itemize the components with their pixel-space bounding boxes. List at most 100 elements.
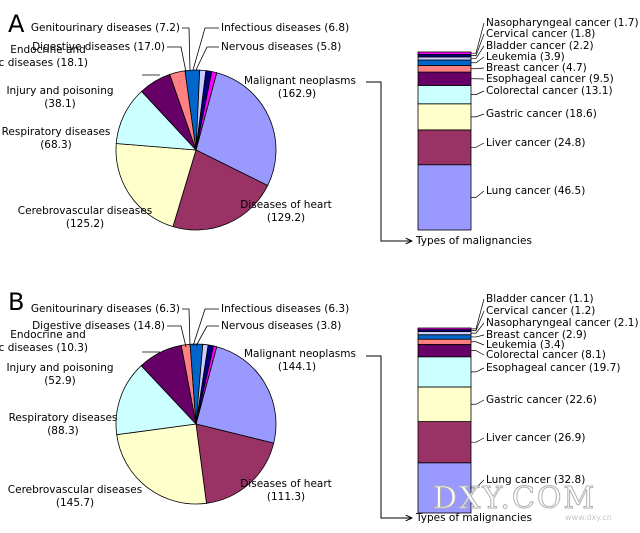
stack-label-cervical-cancer: Cervical cancer (1.2) bbox=[486, 305, 595, 317]
stack-segment-gastric-cancer bbox=[417, 386, 472, 422]
stack-segment-liver-cancer bbox=[417, 129, 472, 166]
pie-label-diseases-of-heart-value: (111.3) bbox=[267, 491, 305, 503]
stack-tick-cervical-cancer bbox=[471, 33, 485, 57]
pie-label-respiratory-diseases-value: (68.3) bbox=[40, 139, 72, 151]
pie-label-injury-and-poisoning: Injury and poisoning bbox=[6, 362, 113, 374]
stack-segment-breast-cancer bbox=[417, 334, 472, 340]
leader-line-genitourinary-diseases bbox=[182, 27, 191, 71]
stack-title: Types of malignancies bbox=[415, 512, 532, 524]
pie-label-endocrine-and-metabolic-diseases-line2: metabolic diseases (10.3) bbox=[0, 342, 88, 354]
stack-label-breast-cancer: Breast cancer (2.9) bbox=[486, 329, 587, 341]
pie-label-nervous-diseases: Nervous diseases (5.8) bbox=[221, 41, 341, 53]
pie-label-genitourinary-diseases: Genitourinary diseases (7.2) bbox=[31, 22, 180, 34]
stack-tick-bladder-cancer bbox=[471, 298, 485, 330]
watermark-text: DXY.COM bbox=[433, 481, 596, 516]
stack-label-esophageal-cancer: Esophageal cancer (19.7) bbox=[486, 362, 620, 374]
stack-tick-bladder-cancer bbox=[471, 45, 485, 59]
pie-label-diseases-of-heart: Diseases of heart bbox=[240, 478, 332, 490]
pie-label-injury-and-poisoning: Injury and poisoning bbox=[6, 85, 113, 97]
pie-slice-diseases-of-heart bbox=[172, 149, 269, 231]
pie-label-respiratory-diseases: Respiratory diseases bbox=[9, 412, 118, 424]
stack-tick-cervical-cancer bbox=[471, 310, 485, 331]
stack-tick-nasopharyngeal-cancer bbox=[471, 322, 485, 334]
pie-label-diseases-of-heart-value: (129.2) bbox=[267, 212, 305, 224]
stack-segment-bladder-cancer bbox=[417, 327, 472, 331]
pie-label-digestive-diseases: Digestive diseases (17.0) bbox=[32, 41, 165, 53]
leader-line-digestive-diseases bbox=[167, 325, 187, 348]
leader-line-nervous-diseases bbox=[195, 46, 219, 71]
panel-label: B bbox=[8, 288, 24, 316]
pie-label-cerebrovascular-diseases-value: (145.7) bbox=[56, 497, 94, 509]
stack-label-nasopharyngeal-cancer: Nasopharyngeal cancer (1.7) bbox=[486, 17, 639, 29]
stack-segment-nasopharyngeal-cancer bbox=[417, 51, 472, 55]
stack-tick-colorectal-cancer bbox=[471, 90, 485, 95]
stack-tick-leukemia bbox=[471, 341, 485, 346]
pie-slice-nervous-diseases bbox=[195, 345, 218, 425]
pie-label-injury-and-poisoning-value: (52.9) bbox=[44, 375, 76, 387]
stack-label-nasopharyngeal-cancer: Nasopharyngeal cancer (2.1) bbox=[486, 317, 639, 329]
stack-segment-bladder-cancer bbox=[417, 56, 472, 61]
watermark: DXY.COM www.dxy.cn bbox=[433, 481, 612, 523]
stack-label-lung-cancer: Lung cancer (32.8) bbox=[486, 474, 585, 486]
stack-segment-lung-cancer bbox=[417, 462, 472, 514]
stack-tick-nasopharyngeal-cancer bbox=[471, 22, 485, 54]
malignancy-arrow bbox=[366, 81, 412, 241]
stack-segment-leukemia bbox=[417, 338, 472, 345]
pie-label-malignant-neoplasms: Malignant neoplasms bbox=[244, 348, 356, 360]
panel-a: A Malignant neoplasms(162.9) Diseases of h… bbox=[0, 10, 639, 247]
stack-tick-lung-cancer bbox=[471, 190, 485, 198]
stack-segment-nasopharyngeal-cancer bbox=[417, 331, 472, 336]
stack-segment-esophageal-cancer bbox=[417, 356, 472, 388]
stack-label-cervical-cancer: Cervical cancer (1.8) bbox=[486, 28, 595, 40]
pie-label-endocrine-and-metabolic-diseases-line1: Endocrine and bbox=[10, 329, 86, 341]
pie-label-malignant-neoplasms: Malignant neoplasms bbox=[244, 75, 356, 87]
pie-label-malignant-neoplasms-value: (144.1) bbox=[278, 361, 316, 373]
pie-label-respiratory-diseases: Respiratory diseases bbox=[2, 126, 111, 138]
stack-label-leukemia: Leukemia (3.4) bbox=[486, 339, 565, 351]
stack-title: Types of malignancies bbox=[415, 235, 532, 247]
stack-label-gastric-cancer: Gastric cancer (22.6) bbox=[486, 394, 597, 406]
pie-slice-cerebrovascular-diseases bbox=[116, 423, 207, 505]
pie-label-diseases-of-heart: Diseases of heart bbox=[240, 199, 332, 211]
stack-label-colorectal-cancer: Colorectal cancer (8.1) bbox=[486, 349, 606, 361]
watermark-sub: www.dxy.cn bbox=[565, 513, 612, 522]
pie-label-malignant-neoplasms-value: (162.9) bbox=[278, 88, 316, 100]
stack-segment-colorectal-cancer bbox=[417, 85, 472, 105]
stack-label-bladder-cancer: Bladder cancer (2.2) bbox=[486, 40, 594, 52]
stack-tick-liver-cancer bbox=[471, 437, 485, 443]
stack-segment-liver-cancer bbox=[417, 421, 472, 464]
stack-segment-colorectal-cancer bbox=[417, 343, 472, 358]
panel-b: B Malignant neoplasms(144.1) Diseases of h… bbox=[0, 288, 639, 524]
pie-label-endocrine-and-metabolic-diseases-line1: Endocrine and bbox=[10, 44, 86, 56]
stack-label-leukemia: Leukemia (3.9) bbox=[486, 51, 565, 63]
malignancy-arrow bbox=[366, 355, 412, 518]
stack-segment-lung-cancer bbox=[417, 164, 472, 231]
pie-label-respiratory-diseases-value: (88.3) bbox=[47, 425, 79, 437]
stack-tick-esophageal-cancer bbox=[471, 367, 485, 373]
pie-label-endocrine-and-metabolic-diseases-line2: metabolic diseases (18.1) bbox=[0, 57, 88, 69]
stack-label-colorectal-cancer: Colorectal cancer (13.1) bbox=[486, 85, 613, 97]
stack-label-gastric-cancer: Gastric cancer (18.6) bbox=[486, 108, 597, 120]
stack-segment-gastric-cancer bbox=[417, 103, 472, 131]
pie-slice-cerebrovascular-diseases bbox=[115, 143, 197, 228]
pie-slice-respiratory-diseases bbox=[115, 365, 197, 436]
pie-label-nervous-diseases: Nervous diseases (3.8) bbox=[221, 320, 341, 332]
pie-slice-malignant-neoplasms bbox=[195, 72, 277, 187]
pie-label-digestive-diseases: Digestive diseases (14.8) bbox=[32, 320, 165, 332]
pie-label-cerebrovascular-diseases: Cerebrovascular diseases bbox=[8, 484, 142, 496]
stack-segment-breast-cancer bbox=[417, 65, 472, 73]
stack-tick-breast-cancer bbox=[471, 67, 485, 70]
stack-tick-lung-cancer bbox=[471, 479, 485, 489]
panel-label: A bbox=[8, 10, 25, 38]
stack-label-esophageal-cancer: Esophageal cancer (9.5) bbox=[486, 73, 614, 85]
stack-tick-leukemia bbox=[471, 56, 485, 64]
pie-label-infectious-diseases: Infectious diseases (6.8) bbox=[221, 22, 349, 34]
leader-line-infectious-diseases bbox=[192, 308, 219, 347]
pie-slice-malignant-neoplasms bbox=[195, 346, 277, 444]
stack-tick-colorectal-cancer bbox=[471, 350, 485, 356]
stack-label-liver-cancer: Liver cancer (26.9) bbox=[486, 432, 585, 444]
pie-label-infectious-diseases: Infectious diseases (6.3) bbox=[221, 303, 349, 315]
stack-label-bladder-cancer: Bladder cancer (1.1) bbox=[486, 293, 594, 305]
